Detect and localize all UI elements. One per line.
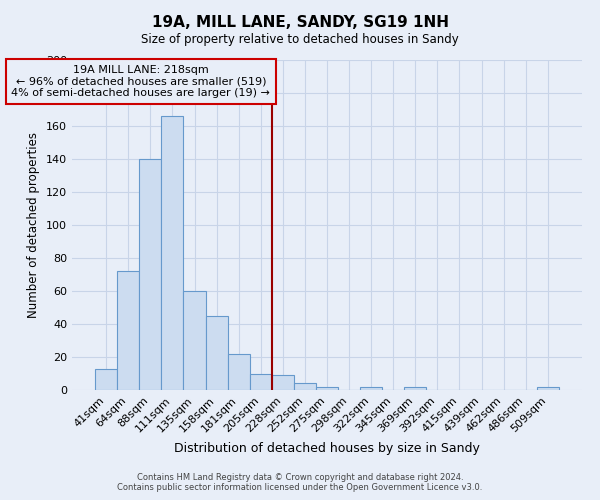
Text: Size of property relative to detached houses in Sandy: Size of property relative to detached ho…	[141, 32, 459, 46]
Bar	[206, 316, 227, 390]
Y-axis label: Number of detached properties: Number of detached properties	[28, 132, 40, 318]
Bar	[117, 271, 139, 390]
Bar	[404, 386, 427, 390]
Bar	[250, 374, 272, 390]
Bar	[161, 116, 184, 390]
Bar	[272, 375, 294, 390]
Bar	[95, 368, 117, 390]
Bar	[139, 159, 161, 390]
Text: 19A, MILL LANE, SANDY, SG19 1NH: 19A, MILL LANE, SANDY, SG19 1NH	[151, 15, 449, 30]
Text: Contains HM Land Registry data © Crown copyright and database right 2024.
Contai: Contains HM Land Registry data © Crown c…	[118, 473, 482, 492]
Bar	[227, 354, 250, 390]
Bar	[294, 384, 316, 390]
Bar	[360, 386, 382, 390]
Text: 19A MILL LANE: 218sqm
← 96% of detached houses are smaller (519)
4% of semi-deta: 19A MILL LANE: 218sqm ← 96% of detached …	[11, 65, 270, 98]
Bar	[184, 291, 206, 390]
X-axis label: Distribution of detached houses by size in Sandy: Distribution of detached houses by size …	[174, 442, 480, 455]
Bar	[537, 386, 559, 390]
Bar	[316, 386, 338, 390]
